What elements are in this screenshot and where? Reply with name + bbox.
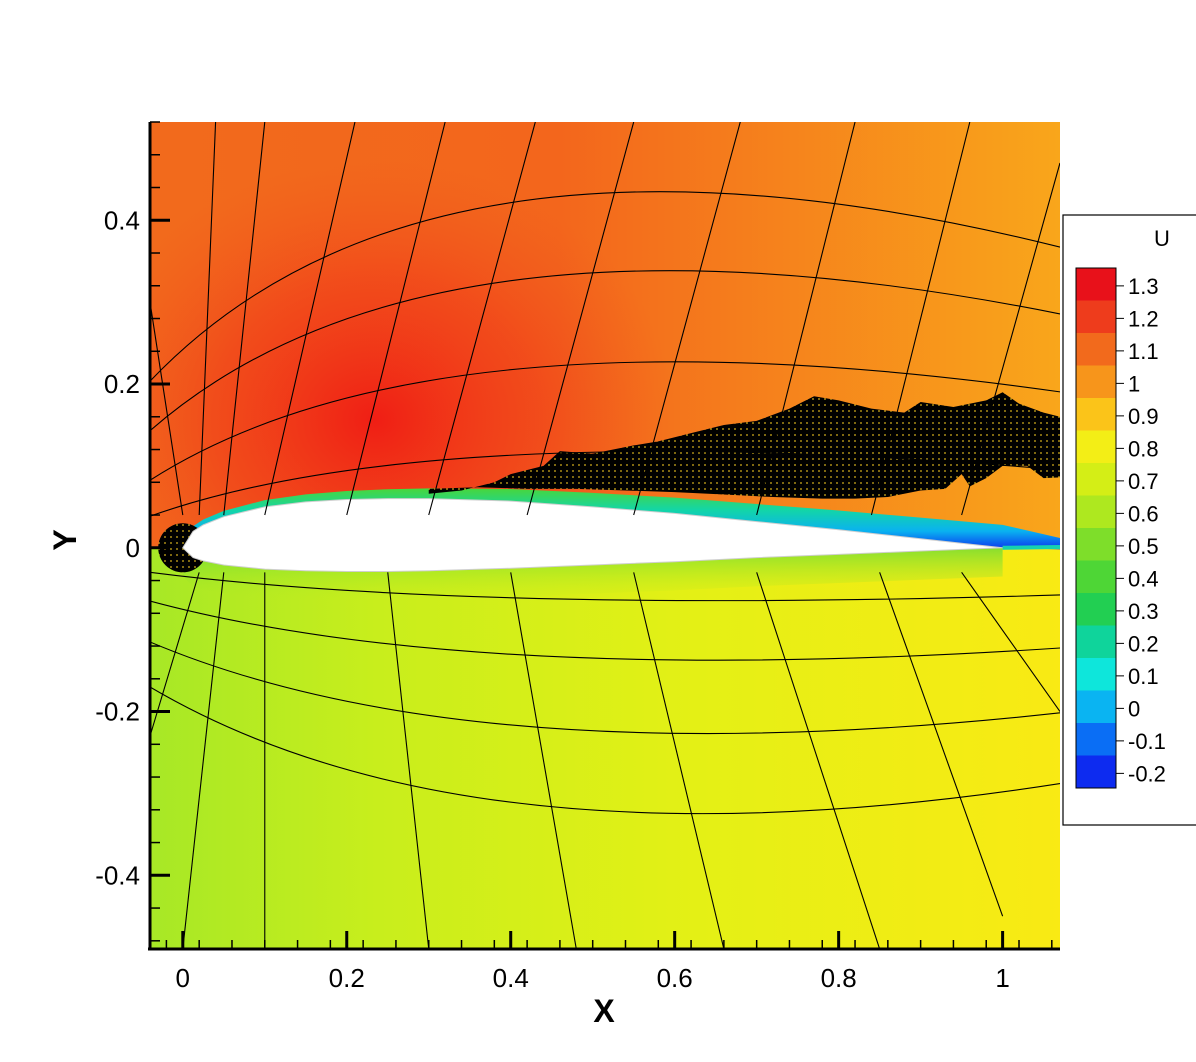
x-ticks xyxy=(165,931,1053,949)
colorbar-labels: 1.3 1.2 1.1 1 0.9 0.8 0.7 0.6 0.5 0.4 0.3 0.2 0.1 0 -0… xyxy=(1128,274,1166,787)
colorbar-label: -0.1 xyxy=(1128,729,1166,754)
mesh-line xyxy=(150,572,200,737)
colorbar-swatch xyxy=(1076,528,1116,561)
mesh-line xyxy=(510,572,577,948)
mesh-line xyxy=(870,122,971,516)
mesh-line xyxy=(223,122,266,516)
colorbar-swatch xyxy=(1076,333,1116,366)
colorbar-label: 0.7 xyxy=(1128,469,1159,494)
mesh-line xyxy=(387,572,430,948)
mesh-line xyxy=(150,600,1060,661)
colorbar-swatch xyxy=(1076,593,1116,626)
colorbar-label: 0.9 xyxy=(1128,404,1159,429)
mesh-line xyxy=(633,572,725,948)
lower-field xyxy=(150,548,1060,948)
mesh-line xyxy=(961,572,1060,712)
y-tick-label: 0.4 xyxy=(104,205,140,235)
mesh-line xyxy=(428,122,536,516)
colorbar-label: 0 xyxy=(1128,696,1140,721)
colorbar-swatch xyxy=(1076,268,1116,301)
x-tick-label: 0.8 xyxy=(821,963,857,993)
mesh-line xyxy=(150,450,1060,517)
y-ticks xyxy=(150,121,170,942)
colorbar-label: 0.4 xyxy=(1128,566,1159,591)
mesh-line xyxy=(150,571,1060,602)
airfoil xyxy=(182,498,1003,573)
separation-region xyxy=(428,392,1060,499)
colorbar-swatch xyxy=(1076,723,1116,756)
mesh-line xyxy=(150,302,184,516)
x-tick-label: 1 xyxy=(995,963,1009,993)
mesh-line xyxy=(961,162,1060,516)
colorbar-swatch xyxy=(1076,658,1116,691)
mesh-line xyxy=(150,191,1060,382)
mesh-line xyxy=(756,572,880,948)
colorbar-swatch xyxy=(1076,625,1116,658)
colorbar-label: 0.1 xyxy=(1128,664,1159,689)
y-tick-label: 0 xyxy=(126,533,140,563)
x-axis-title: X xyxy=(593,993,615,1029)
colorbar-label: 1.1 xyxy=(1128,339,1159,364)
axes xyxy=(148,121,1060,951)
y-tick-label: -0.4 xyxy=(95,860,140,890)
mesh-line xyxy=(346,122,446,516)
colorbar-swatch xyxy=(1076,398,1116,431)
colorbar-swatch xyxy=(1076,430,1116,463)
colorbar-swatch xyxy=(1076,495,1116,528)
mesh-line xyxy=(526,122,635,516)
colorbar-swatch xyxy=(1076,690,1116,723)
mesh-line xyxy=(756,122,856,516)
x-tick-label: 0 xyxy=(176,963,190,993)
y-tick-label: -0.2 xyxy=(95,697,140,727)
colorbar-label: 1 xyxy=(1128,371,1140,396)
colorbar-label: -0.2 xyxy=(1128,761,1166,786)
mesh-line xyxy=(182,572,225,948)
x-tick-label: 0.2 xyxy=(329,963,365,993)
colorbar-swatch xyxy=(1076,560,1116,593)
x-tick-label: 0.4 xyxy=(493,963,529,993)
colorbar-swatch xyxy=(1076,300,1116,333)
mesh-line xyxy=(264,122,356,516)
colorbar-swatches xyxy=(1075,267,1124,789)
lower-near-wall-band xyxy=(182,547,1003,601)
y-tick-label: 0.2 xyxy=(104,369,140,399)
mesh-line xyxy=(633,122,741,516)
colorbar-frame xyxy=(1075,267,1117,789)
colorbar-swatch xyxy=(1076,755,1116,788)
colorbar-label: 0.5 xyxy=(1128,534,1159,559)
mesh-line xyxy=(879,572,1004,917)
colorbar-swatch xyxy=(1076,463,1116,496)
y-axis-title: Y xyxy=(47,529,83,550)
colorbar-swatch xyxy=(1076,365,1116,398)
mesh-line xyxy=(198,122,217,516)
x-tick-label: 0.6 xyxy=(657,963,693,993)
colorbar-label: 0.6 xyxy=(1128,501,1159,526)
upper-boundary-layer xyxy=(182,488,1060,550)
colorbar-label: 0.8 xyxy=(1128,436,1159,461)
mesh-line xyxy=(150,361,1060,481)
plot-area xyxy=(150,122,1060,948)
y-tick-labels: -0.4 -0.2 0 0.2 0.4 xyxy=(95,205,140,890)
colorbar-label: 0.2 xyxy=(1128,631,1159,656)
mesh-line xyxy=(150,686,1060,815)
colorbar-label: 0.3 xyxy=(1128,599,1159,624)
colorbar-legend: U 1.3 1.2 1.1 1 0.9 0.8 0.7 0.6 0.5 0.4 0.3 0.2 0.1 0… xyxy=(1062,214,1196,826)
colorbar-title: U xyxy=(1154,226,1170,251)
wake-line xyxy=(1002,544,1060,550)
x-tick-labels: 0 0.2 0.4 0.6 0.8 1 xyxy=(176,963,1010,993)
mesh-lines xyxy=(150,122,1060,948)
colorbar-label: 1.3 xyxy=(1128,274,1159,299)
colorbar-label: 1.2 xyxy=(1128,306,1159,331)
